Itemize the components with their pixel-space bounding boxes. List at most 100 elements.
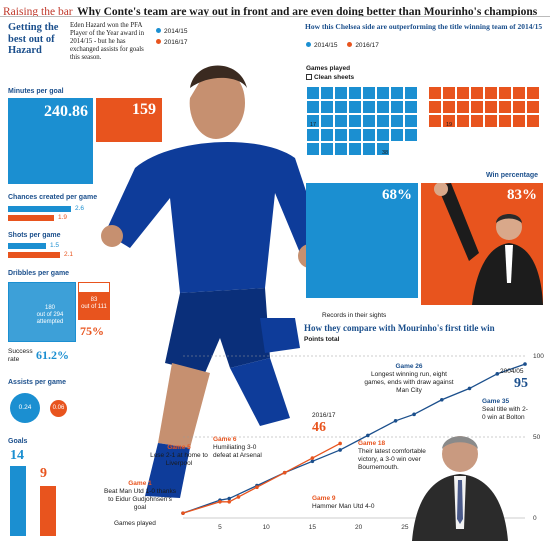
header: Raising the bar Why Conte's team are way…	[3, 2, 550, 16]
legend-b: 2016/17	[164, 39, 188, 46]
annotation-game26-text: Longest winning run, eight games, ends w…	[364, 371, 454, 394]
goals-label: Goals	[8, 438, 28, 445]
chances-bar-a	[8, 206, 71, 212]
series-line-2004-05	[182, 363, 526, 514]
clean-sheets-swatch	[306, 74, 312, 80]
win-value-b: 83%	[507, 187, 537, 203]
annotation-game35-title: Game 35	[482, 398, 510, 405]
dribbles-success-label: Success rate	[8, 348, 33, 363]
goals-value-b: 9	[40, 466, 47, 481]
intro-title: Getting the best out of Hazard	[8, 22, 59, 56]
comparison-title: How this Chelsea side are outperforming …	[305, 22, 543, 31]
season-a-points: 95	[514, 376, 528, 391]
game-cell	[484, 100, 498, 114]
data-point	[412, 412, 416, 417]
game-cell	[428, 100, 442, 114]
game-cell	[470, 114, 484, 128]
goals-bar-a	[10, 466, 26, 536]
game-cell	[376, 100, 390, 114]
game-cell	[362, 100, 376, 114]
win-value-a: 68%	[382, 187, 412, 203]
blue-clean-count: 17	[310, 122, 317, 128]
game-cell	[334, 86, 348, 100]
clean-sheets-label: Clean sheets	[314, 74, 355, 81]
win-label: Win percentage	[486, 172, 539, 179]
game-cell	[484, 114, 498, 128]
chart-title: How they compare with Mourinho's first t…	[304, 323, 495, 333]
game-cell	[404, 100, 418, 114]
minutes-value-a: 240.86	[44, 103, 88, 120]
y-tick-label: 100	[533, 353, 544, 360]
annotation-game1-title: Game 1	[128, 480, 152, 487]
chart-xlabel: Games played	[114, 520, 156, 527]
annotation-game35-text: Seal title with 2-0 win at Bolton	[482, 406, 528, 421]
x-tick-label: 15	[309, 524, 317, 531]
game-cell	[334, 128, 348, 142]
clean-sheets-legend: Clean sheets	[306, 74, 354, 82]
annotation-game26-title: Game 26	[395, 363, 423, 370]
annotation-game9-title: Game 9	[312, 495, 336, 502]
game-cell	[362, 86, 376, 100]
game-cell	[442, 86, 456, 100]
game-cell	[428, 86, 442, 100]
game-cell	[526, 86, 540, 100]
data-point	[181, 511, 185, 515]
x-tick-label: 10	[263, 524, 271, 531]
game-cell	[404, 114, 418, 128]
assists-value-a: 0.24	[18, 404, 32, 411]
legend-a: 2014/15	[164, 28, 188, 35]
blue-games-grid	[306, 86, 418, 158]
game-cell	[348, 142, 362, 156]
dribbles-value-a: 180	[44, 305, 55, 311]
x-tick-label: 20	[355, 524, 363, 531]
header-kicker: Raising the bar	[3, 6, 73, 16]
dribbles-note-b: out of 111	[81, 304, 107, 310]
game-cell	[498, 86, 512, 100]
chances-label: Chances created per game	[8, 194, 98, 201]
dribbles-value-b: 83	[90, 297, 98, 303]
game-cell	[306, 114, 320, 128]
game-cell	[320, 100, 334, 114]
game-cell	[498, 100, 512, 114]
annotation-game35: Game 35 Seal title with 2-0 win at Bolto…	[482, 398, 528, 422]
dribbles-note-a: out of 294 attempted	[36, 312, 64, 325]
dribbles-box-a: 180 out of 294 attempted	[8, 282, 76, 342]
game-cell	[376, 114, 390, 128]
game-cell	[390, 100, 404, 114]
dribbles-rate-b: 75%	[80, 324, 104, 338]
season-b-label: 2016/17	[312, 412, 336, 419]
annotation-game1-text: Beat Man Utd 1-0 thanks to Eidur Gudjohn…	[104, 488, 176, 511]
game-cell	[376, 86, 390, 100]
data-point	[393, 419, 398, 423]
game-cell	[334, 114, 348, 128]
comp-legend-b: 2016/17	[355, 42, 379, 49]
annotation-game1: Game 1 Beat Man Utd 1-0 thanks to Eidur …	[104, 480, 176, 512]
game-cell	[512, 100, 526, 114]
annotation-game6-text: Humiliating 3-0 defeat at Arsenal	[213, 444, 262, 459]
x-tick-label: 5	[218, 524, 222, 531]
annotation-game18-text: Their latest comfortable victory, a 3-0 …	[358, 448, 426, 471]
game-cell	[306, 86, 320, 100]
y-tick-label: 0	[533, 515, 537, 522]
data-point	[366, 433, 370, 438]
goals-bar-b	[40, 486, 56, 536]
game-cell	[442, 114, 456, 128]
annotation-game26: Game 26 Longest winning run, eight games…	[364, 363, 454, 395]
comparison-legend: 2014/15 2016/17	[306, 42, 379, 49]
records-label: Records in their sights	[322, 312, 387, 319]
shots-value-a: 1.5	[50, 242, 60, 249]
header-headline: Why Conte's team are way out in front an…	[77, 6, 538, 16]
data-point	[227, 496, 232, 501]
minutes-label: Minutes per goal	[8, 88, 64, 95]
assists-label: Assists per game	[8, 379, 66, 386]
legend-dot-blue	[156, 28, 161, 33]
game-cell	[362, 128, 376, 142]
data-point	[523, 362, 527, 366]
x-tick-label: 25	[401, 524, 409, 531]
game-cell	[348, 114, 362, 128]
data-point	[310, 456, 315, 460]
data-point	[338, 448, 342, 452]
game-cell	[404, 86, 418, 100]
chances-value-a: 2.6	[75, 205, 85, 212]
game-cell	[512, 86, 526, 100]
